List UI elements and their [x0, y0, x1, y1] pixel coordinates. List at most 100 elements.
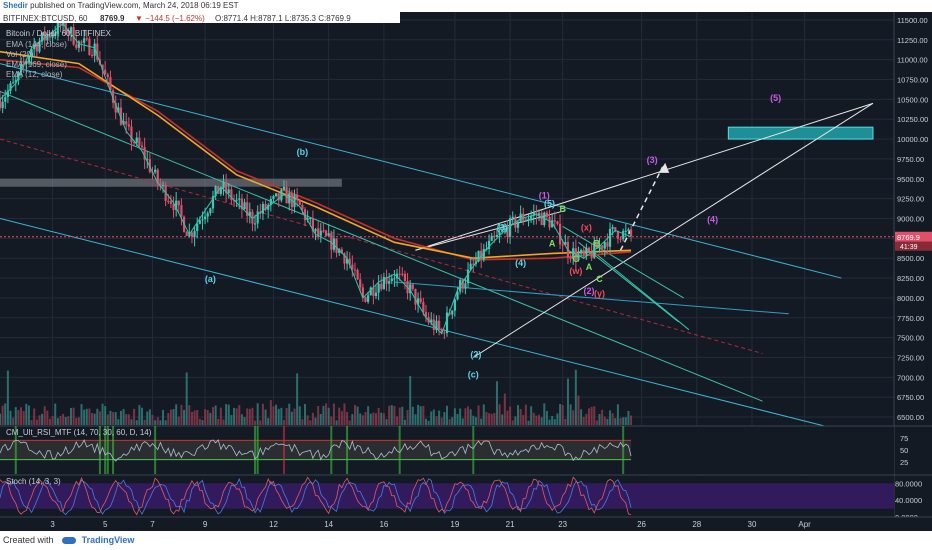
candle-body	[629, 229, 633, 236]
volume-bar	[311, 412, 314, 425]
wave-label-11: (2)	[470, 349, 481, 359]
volume-bar	[114, 412, 117, 425]
rsi-signal-bar	[106, 426, 109, 474]
volume-bar	[527, 420, 530, 425]
candle-body	[59, 21, 62, 26]
tradingview-brand[interactable]: TradingView	[81, 535, 135, 545]
candle-body	[619, 238, 622, 240]
volume-bar	[243, 417, 246, 425]
candle-body	[309, 218, 312, 220]
candle-body	[438, 320, 441, 330]
wave-label-15: A	[586, 262, 593, 272]
candle-body	[274, 193, 278, 197]
time-tick-label: 28	[692, 520, 701, 529]
candle-body	[156, 169, 159, 184]
wave-label-1: (b)	[297, 147, 309, 157]
price-tick-label: 9750.00	[897, 155, 924, 164]
footer-bar: Created with TradingView	[0, 531, 932, 550]
candle-body	[482, 249, 485, 260]
price-tick-label: 7500.00	[897, 334, 924, 343]
red-dashed-trend	[0, 138, 763, 355]
candle-body	[572, 248, 575, 259]
volume-bar	[582, 417, 585, 425]
candle-body	[545, 212, 549, 217]
volume-bar	[30, 420, 33, 425]
candle-body	[209, 208, 212, 214]
chart-title: Bitcoin / Dollar, 60, BITFINEX	[6, 29, 112, 38]
candle-body	[480, 250, 483, 260]
volume-bar	[590, 406, 593, 425]
volume-bar	[64, 417, 67, 425]
volume-bar	[185, 372, 188, 425]
volume-bar	[424, 418, 427, 425]
price-tick-label: 7000.00	[897, 373, 924, 382]
rsi-signal-bar	[398, 426, 401, 474]
rsi-signal-bar	[98, 426, 101, 474]
volume-bar	[375, 413, 378, 425]
volume-bar	[577, 395, 580, 425]
price-chart[interactable]: (a)(b)(c)(1)(2)(3)(4)(5)(3)(4)(5)(2)BACA…	[0, 12, 932, 531]
time-axis-bg	[0, 517, 932, 531]
volume-bar	[17, 409, 20, 425]
candle-body	[35, 44, 38, 52]
volume-bar	[598, 414, 601, 425]
candle-body	[361, 287, 364, 298]
candle-body	[443, 332, 446, 334]
rsi-band	[0, 440, 632, 460]
candle-body	[569, 257, 572, 259]
stoch-d-line	[0, 476, 632, 516]
volume-bar	[190, 411, 193, 425]
volume-bar	[130, 419, 133, 425]
volume-bar	[69, 407, 72, 425]
candle-body	[614, 227, 617, 232]
candle-body	[498, 232, 501, 235]
candle-body	[506, 228, 509, 237]
volume-bar	[35, 419, 38, 425]
wave-label-14: C	[573, 254, 580, 264]
candle-body	[372, 287, 375, 297]
volume-bar	[422, 405, 425, 425]
publish-header: Shedir published on TradingView.com, Mar…	[0, 0, 932, 12]
candle-body	[461, 280, 464, 289]
author-name[interactable]: Shedir	[3, 1, 28, 10]
candle-body	[64, 16, 67, 32]
volume-bar	[306, 415, 309, 425]
candle-body	[319, 230, 322, 236]
candle-body	[416, 298, 420, 305]
stoch-k-line	[0, 477, 632, 516]
volume-bar	[419, 406, 422, 425]
price-tick-label: 8500.00	[897, 254, 924, 263]
candle-body	[267, 205, 270, 210]
candle-body	[440, 329, 443, 333]
time-tick-label: 14	[324, 520, 333, 529]
candle-body	[298, 199, 301, 205]
wave-label-18: (x)	[581, 222, 592, 232]
volume-bar	[172, 409, 175, 425]
candle-body	[403, 273, 407, 281]
candle-body	[595, 241, 598, 249]
rsi-signal-bar	[112, 426, 115, 474]
volume-bar	[556, 413, 559, 425]
candle-body	[369, 287, 372, 296]
volume-bar	[248, 408, 251, 425]
candle-body	[48, 35, 52, 38]
price-tick-label: 9000.00	[897, 215, 924, 224]
volume-bar	[495, 381, 498, 425]
volume-bar	[27, 405, 30, 425]
candle-body	[225, 181, 228, 194]
volume-bar	[6, 370, 9, 425]
wave-label-19: (w)	[569, 266, 582, 276]
ema-169-line	[0, 58, 632, 261]
candle-body	[146, 159, 149, 161]
volume-bar	[606, 418, 609, 425]
time-tick-label: 26	[637, 520, 646, 529]
wave-label-0: (a)	[205, 274, 216, 284]
rsi-signal-bar	[256, 426, 259, 474]
candle-body	[551, 220, 554, 228]
volume-bar	[322, 405, 325, 425]
volume-bar	[353, 405, 356, 425]
candle-body	[119, 107, 123, 125]
candle-body	[293, 194, 296, 208]
volume-bar	[193, 410, 196, 425]
